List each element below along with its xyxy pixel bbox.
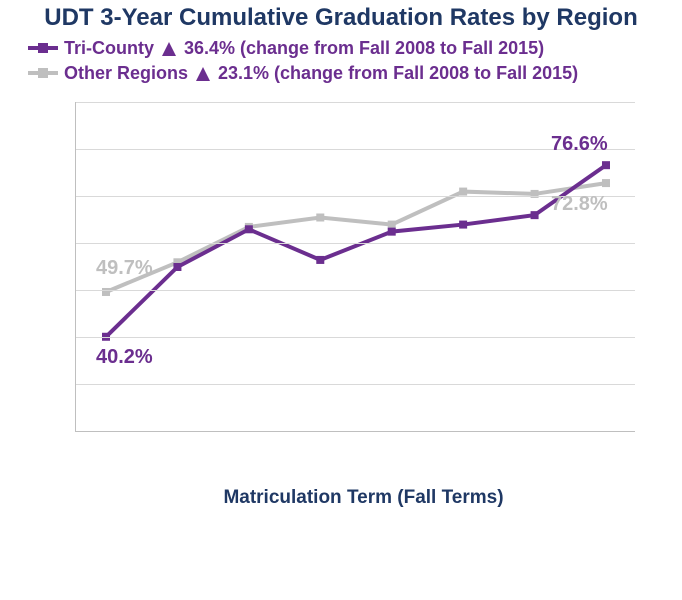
legend-series-name: Tri-County <box>64 38 154 59</box>
data-label: 76.6% <box>551 133 608 156</box>
series-marker-other-regions <box>459 187 467 195</box>
series-marker-tri-county <box>245 225 253 233</box>
plot-area: 49.7% 40.2% 76.6% 72.8% <box>75 102 635 432</box>
series-marker-tri-county <box>602 161 610 169</box>
legend-change-text: 23.1% (change from Fall 2008 to Fall 201… <box>218 63 578 84</box>
series-marker-tri-county <box>173 263 181 271</box>
data-label: 72.8% <box>551 193 608 216</box>
series-line-other-regions <box>106 183 606 292</box>
arrow-up-icon <box>196 67 210 81</box>
series-marker-tri-county <box>316 256 324 264</box>
chart-title: UDT 3-Year Cumulative Graduation Rates b… <box>0 0 682 32</box>
legend-series-name: Other Regions <box>64 63 188 84</box>
series-marker-tri-county <box>459 220 467 228</box>
legend: Tri-County 36.4% (change from Fall 2008 … <box>0 32 682 84</box>
x-axis-label: Matriculation Term (Fall Terms) <box>75 487 652 509</box>
series-marker-other-regions <box>388 220 396 228</box>
series-marker-other-regions <box>316 213 324 221</box>
series-marker-tri-county <box>388 227 396 235</box>
gridline <box>76 290 635 291</box>
chart: 49.7% 40.2% 76.6% 72.8% Matriculation Term … <box>75 102 652 509</box>
legend-item-other-regions: Other Regions 23.1% (change from Fall 20… <box>28 63 682 84</box>
data-label: 40.2% <box>96 346 153 369</box>
series-marker-other-regions <box>602 179 610 187</box>
legend-swatch <box>28 71 58 75</box>
gridline <box>76 384 635 385</box>
legend-item-tri-county: Tri-County 36.4% (change from Fall 2008 … <box>28 38 682 59</box>
legend-swatch <box>28 46 58 50</box>
data-label: 49.7% <box>96 257 153 280</box>
arrow-up-icon <box>162 42 176 56</box>
gridline <box>76 243 635 244</box>
series-marker-other-regions <box>102 288 110 296</box>
series-marker-tri-county <box>531 211 539 219</box>
gridline <box>76 102 635 103</box>
gridline <box>76 337 635 338</box>
legend-change-text: 36.4% (change from Fall 2008 to Fall 201… <box>184 38 544 59</box>
